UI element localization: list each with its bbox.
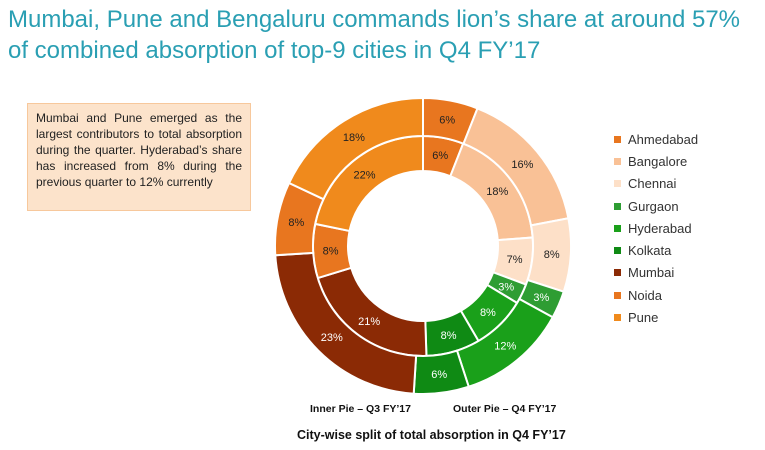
- legend-item-ahmedabad: Ahmedabad: [614, 128, 698, 150]
- legend-item-hyderabad: Hyderabad: [614, 217, 698, 239]
- legend-label: Hyderabad: [628, 220, 692, 236]
- inner-label-pune: 22%: [354, 169, 376, 181]
- outer-label-chennai: 8%: [544, 249, 560, 261]
- legend-swatch: [614, 135, 621, 143]
- inner-label-gurgaon: 3%: [498, 281, 514, 293]
- inner-pie-caption: Inner Pie – Q3 FY’17: [310, 403, 411, 415]
- legend-label: Ahmedabad: [628, 131, 699, 147]
- legend-label: Pune: [628, 310, 659, 326]
- outer-label-bangalore: 16%: [511, 159, 533, 171]
- legend-item-gurgaon: Gurgaon: [614, 195, 698, 217]
- legend-item-bangalore: Bangalore: [614, 150, 698, 172]
- outer-label-ahmedabad: 6%: [439, 114, 455, 126]
- legend-swatch: [614, 224, 621, 232]
- inner-label-kolkata: 8%: [441, 330, 457, 342]
- outer-label-hyderabad: 12%: [494, 340, 516, 352]
- inner-label-hyderabad: 8%: [480, 307, 496, 319]
- outer-label-pune: 18%: [343, 132, 365, 144]
- legend-swatch: [614, 269, 621, 277]
- legend-swatch: [614, 157, 621, 165]
- legend-swatch: [614, 314, 621, 322]
- callout-box: Mumbai and Pune emerged as the largest c…: [27, 103, 251, 211]
- legend-label: Chennai: [628, 176, 677, 192]
- legend-item-noida: Noida: [614, 284, 698, 306]
- legend-swatch: [614, 291, 621, 299]
- inner-label-ahmedabad: 6%: [432, 150, 448, 162]
- legend-item-mumbai: Mumbai: [614, 262, 698, 284]
- legend-swatch: [614, 247, 621, 255]
- outer-label-mumbai: 23%: [321, 332, 343, 344]
- outer-slice-pune: [287, 96, 424, 201]
- inner-label-noida: 8%: [323, 245, 339, 257]
- legend-swatch: [614, 180, 621, 188]
- legend-item-chennai: Chennai: [614, 173, 698, 195]
- inner-label-chennai: 7%: [507, 254, 523, 266]
- legend-label: Mumbai: [628, 265, 675, 281]
- legend-item-kolkata: Kolkata: [614, 239, 698, 261]
- outer-label-noida: 8%: [288, 217, 304, 229]
- chart-subtitle: City-wise split of total absorption in Q…: [297, 428, 566, 442]
- legend-label: Kolkata: [628, 243, 672, 259]
- outer-pie-caption: Outer Pie – Q4 FY’17: [453, 403, 557, 415]
- legend-item-pune: Pune: [614, 306, 698, 328]
- legend-label: Gurgaon: [628, 198, 679, 214]
- inner-label-mumbai: 21%: [358, 316, 380, 328]
- legend-swatch: [614, 202, 621, 210]
- legend-label: Noida: [628, 287, 662, 303]
- outer-label-kolkata: 6%: [431, 369, 447, 381]
- outer-label-gurgaon: 3%: [533, 292, 549, 304]
- legend-label: Bangalore: [628, 153, 688, 169]
- inner-label-bangalore: 18%: [486, 186, 508, 198]
- page-title: Mumbai, Pune and Bengaluru commands lion…: [8, 6, 740, 64]
- chart-legend: Ahmedabad Bangalore Chennai Gurgaon Hyderaba…: [614, 128, 698, 329]
